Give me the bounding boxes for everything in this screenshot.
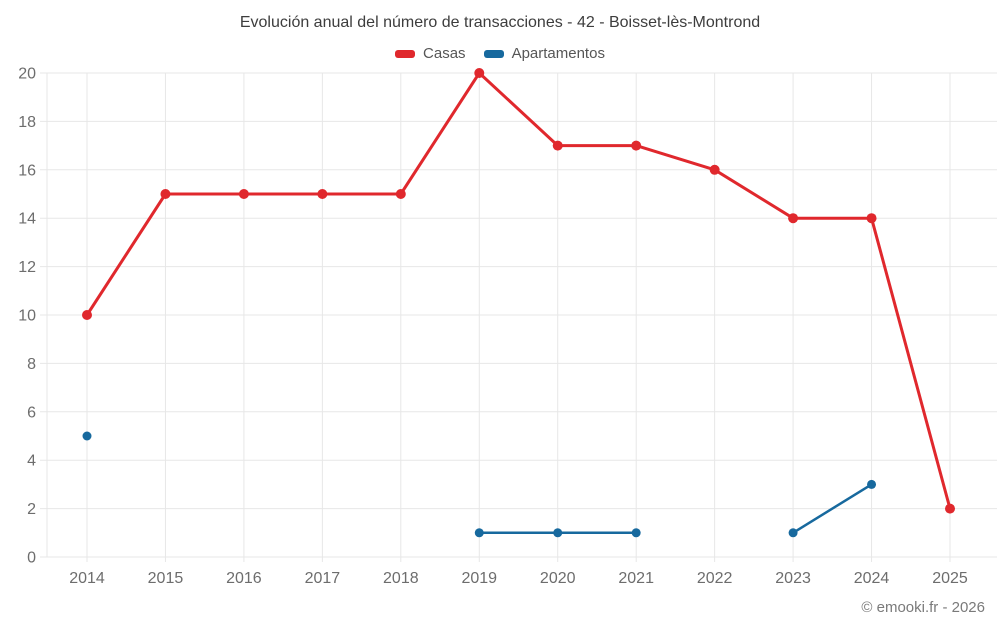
grid: [40, 72, 997, 562]
data-point[interactable]: [867, 479, 877, 489]
data-point[interactable]: [474, 68, 485, 78]
y-axis-tick-label: 16: [18, 162, 36, 179]
y-axis-tick-label: 14: [18, 211, 36, 228]
data-point[interactable]: [474, 528, 484, 538]
data-point[interactable]: [709, 164, 720, 175]
series-line: [85, 71, 952, 511]
x-axis-tick-label: 2023: [775, 570, 811, 587]
series-apartamentos: [82, 431, 877, 538]
data-point[interactable]: [552, 140, 563, 151]
data-point[interactable]: [82, 310, 92, 320]
data-point[interactable]: [788, 528, 798, 538]
legend: Casas Apartamentos: [0, 45, 1000, 62]
y-axis-tick-label: 12: [18, 259, 36, 276]
data-point[interactable]: [317, 189, 328, 199]
x-axis-tick-label: 2016: [226, 570, 262, 587]
apartamentos-legend-label: Apartamentos: [511, 45, 605, 62]
x-axis-tick-label: 2020: [540, 570, 576, 587]
data-point[interactable]: [395, 189, 406, 199]
data-point[interactable]: [788, 213, 799, 224]
y-axis-tick-label: 0: [27, 550, 36, 567]
y-axis-tick-label: 10: [18, 308, 36, 325]
data-point[interactable]: [160, 189, 171, 199]
apartamentos-legend-swatch-icon: [483, 49, 504, 58]
x-axis-tick-label: 2025: [932, 570, 968, 587]
chart-title: Evolución anual del número de transaccio…: [239, 14, 761, 31]
x-axis-tick-label: 2017: [305, 570, 341, 587]
casas-legend-label: Casas: [423, 45, 466, 62]
data-point[interactable]: [238, 189, 249, 199]
data-point[interactable]: [553, 528, 563, 538]
casas-legend-swatch-icon: [395, 49, 416, 58]
y-axis-tick-label: 2: [27, 501, 36, 518]
data-point[interactable]: [945, 503, 955, 514]
data-point[interactable]: [866, 213, 877, 224]
x-axis-tick-label: 2014: [69, 570, 105, 587]
data-point[interactable]: [631, 140, 642, 151]
x-axis-tick-label: 2018: [383, 570, 419, 587]
x-axis-tick-label: 2024: [854, 570, 890, 587]
data-point[interactable]: [631, 528, 641, 538]
x-axis-tick-label: 2019: [461, 570, 497, 587]
data-point[interactable]: [82, 431, 92, 441]
legend-item-casas[interactable]: Casas: [395, 45, 466, 62]
y-axis-tick-label: 18: [18, 114, 36, 131]
series-casas: [82, 68, 955, 514]
y-axis-tick-label: 20: [18, 66, 36, 83]
copyright-credit: © emooki.fr - 2026: [861, 599, 985, 616]
y-axis-tick-label: 6: [27, 404, 36, 421]
x-axis-tick-label: 2015: [148, 570, 184, 587]
x-axis-tick-label: 2022: [697, 570, 733, 587]
series-line: [791, 483, 873, 535]
y-axis-tick-label: 4: [27, 453, 36, 470]
legend-item-apartamentos[interactable]: Apartamentos: [483, 45, 605, 62]
y-axis-tick-label: 8: [27, 356, 36, 373]
x-axis-tick-label: 2021: [618, 570, 654, 587]
